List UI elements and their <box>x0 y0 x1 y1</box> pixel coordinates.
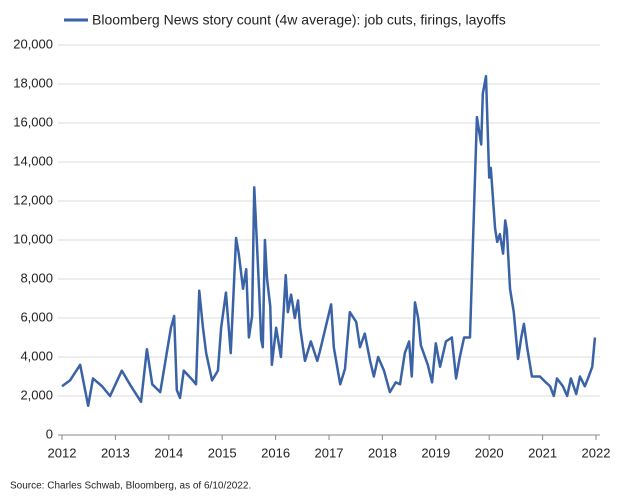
y-tick-label: 10,000 <box>13 231 53 246</box>
x-tick-label: 2014 <box>154 445 183 460</box>
x-tick-label: 2020 <box>475 445 504 460</box>
x-tick-label: 2017 <box>315 445 344 460</box>
y-tick-label: 8,000 <box>20 270 53 285</box>
y-tick-label: 14,000 <box>13 153 53 168</box>
y-tick-label: 4,000 <box>20 348 53 363</box>
y-tick-label: 16,000 <box>13 114 53 129</box>
data-line <box>61 74 597 407</box>
x-tick-label: 2012 <box>48 445 77 460</box>
x-tick-label: 2016 <box>261 445 290 460</box>
source-note: Source: Charles Schwab, Bloomberg, as of… <box>10 481 251 492</box>
y-tick-label: 12,000 <box>13 192 53 207</box>
x-tick-label: 2015 <box>208 445 237 460</box>
y-tick-label: 20,000 <box>13 36 53 51</box>
x-tick-label: 2018 <box>368 445 397 460</box>
y-tick-label: 0 <box>46 426 53 441</box>
x-tick-label: 2021 <box>528 445 557 460</box>
y-tick-label: 2,000 <box>20 387 53 402</box>
legend-label: Bloomberg News story count (4w average):… <box>92 12 506 28</box>
x-tick-label: 2013 <box>101 445 130 460</box>
y-tick-label: 6,000 <box>20 309 53 324</box>
x-tick-label: 2022 <box>582 445 611 460</box>
x-tick-label: 2019 <box>421 445 450 460</box>
y-tick-label: 18,000 <box>13 75 53 90</box>
